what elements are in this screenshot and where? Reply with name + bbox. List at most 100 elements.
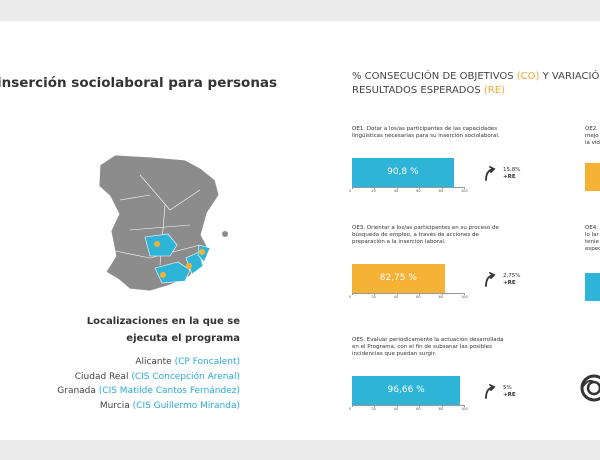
- center: (CIS Matilde Cantos Fernández): [98, 386, 240, 396]
- tick-mark: [396, 187, 398, 189]
- islands: [222, 231, 228, 237]
- tick-mark: [464, 293, 465, 295]
- bar-value-label: 90,8 %: [387, 167, 419, 177]
- axis-line: [352, 187, 464, 188]
- variation: 15,8%: [503, 167, 521, 173]
- location-row: Alicante (CP Foncalent): [135, 357, 240, 367]
- title-part: RESULTADOS ESPERADOS: [352, 85, 481, 96]
- city: Ciudad Real: [74, 371, 129, 382]
- left-title: inserción sociolaboral para personas: [0, 75, 278, 91]
- tick-mark: [464, 187, 465, 189]
- bar: [352, 264, 445, 293]
- tick-mark: [464, 405, 465, 407]
- tick-mark: [352, 405, 353, 407]
- variation-note: +RE: [503, 392, 516, 398]
- location-row: Murcia (CIS Guillermo Miranda): [100, 401, 240, 411]
- variation: 5%: [503, 385, 512, 391]
- panel: inserción sociolaboral para personas Loc…: [0, 21, 600, 440]
- city: Granada: [57, 386, 96, 396]
- tick-mark: [374, 405, 375, 407]
- title-part: % CONSECUCIÓN DE OBJETIVOS: [352, 71, 514, 82]
- title-part: Y VARIACIÓ: [542, 71, 600, 82]
- right-title: % CONSECUCIÓN DE OBJETIVOS (CO) Y VARIAC…: [352, 71, 599, 82]
- location-dot: [186, 263, 192, 269]
- tick-label: 40: [393, 189, 399, 193]
- tick-label: 80: [438, 295, 444, 299]
- arrow-icon: [485, 384, 496, 399]
- tick-label: 60: [416, 189, 421, 193]
- location-dot: [199, 249, 205, 255]
- axis-line: [352, 293, 464, 294]
- tick-label: 40: [393, 295, 399, 299]
- tick-label: 60: [416, 407, 421, 411]
- title-part: (CO): [516, 71, 540, 82]
- bar-value-label: 82,75 %: [379, 273, 417, 283]
- tick-mark: [441, 293, 443, 295]
- tick-mark: [396, 293, 398, 295]
- objective-label: búsqueda de empleo, a través de acciones…: [352, 232, 479, 238]
- city: Alicante: [135, 357, 172, 367]
- objective-label: OE2.: [585, 126, 599, 132]
- center: (CIS Concepción Arenal): [131, 371, 240, 382]
- tick-mark: [396, 405, 398, 407]
- objective-label: OE3. Orientar a los/as participantes en …: [352, 225, 499, 231]
- objective-label: incidencias que puedan surgir.: [352, 351, 437, 357]
- variation: 2,75%: [503, 273, 521, 279]
- region-borders: [109, 174, 201, 266]
- tick-label: 0: [349, 189, 352, 193]
- variation-note: +RE: [503, 174, 516, 180]
- objective-label: la vid: [585, 140, 600, 146]
- locations-heading: Localizaciones en la que se: [86, 316, 240, 327]
- tick-label: 20: [371, 407, 376, 411]
- bar: [352, 158, 454, 187]
- axis-line: [352, 405, 464, 406]
- tick-mark: [352, 293, 353, 295]
- right-title: RESULTADOS ESPERADOS (RE): [352, 85, 505, 96]
- tick-label: 100: [461, 189, 468, 193]
- variation-note: +RE: [503, 280, 516, 286]
- tick-mark: [352, 187, 353, 189]
- objective-label: OE4.: [585, 225, 599, 231]
- tick-mark: [419, 187, 420, 189]
- tick-label: 0: [349, 407, 352, 411]
- bar: [352, 376, 461, 405]
- tick-mark: [441, 187, 443, 189]
- logo: [580, 374, 600, 402]
- objective-label: espec: [585, 246, 600, 252]
- objective-label: OE1. Dotar a los/as participantes de las…: [352, 126, 498, 132]
- location-dot: [160, 272, 166, 278]
- tick-mark: [419, 293, 420, 295]
- tick-label: 100: [461, 407, 468, 411]
- tick-label: 20: [371, 189, 376, 193]
- objective-label: tenie: [585, 239, 599, 245]
- tick-label: 40: [393, 407, 399, 411]
- tick-mark: [374, 187, 375, 189]
- objective-label: OE5. Evaluar periódicamente la actuación…: [352, 337, 504, 343]
- tick-label: 80: [438, 189, 444, 193]
- arrow-icon: [485, 272, 496, 287]
- bar-partial: [585, 273, 600, 301]
- region-ciudad-real: [144, 233, 178, 257]
- title-part: (RE): [483, 85, 505, 96]
- location-row: Ciudad Real (CIS Concepción Arenal): [75, 372, 240, 382]
- tick-label: 80: [438, 407, 444, 411]
- objective-label: en el Programa, con el fin de subsanar l…: [352, 344, 492, 350]
- tick-mark: [441, 405, 443, 407]
- tick-mark: [374, 293, 375, 295]
- location-row: Granada (CIS Matilde Cantos Fernández): [57, 386, 240, 396]
- arrow-icon: [485, 166, 496, 181]
- tick-label: 100: [461, 295, 468, 299]
- objective-label: lo lar: [585, 232, 599, 238]
- objective-label: mejo: [585, 133, 599, 139]
- tick-mark: [419, 405, 420, 407]
- locations-heading: ejecuta el programa: [126, 333, 240, 344]
- objective-label: lingüísticas necesarias para su inserció…: [352, 133, 500, 139]
- objective-label: preparación a la inserción laboral.: [352, 239, 446, 245]
- tick-label: 60: [416, 295, 421, 299]
- tick-label: 20: [371, 295, 376, 299]
- center: (CIS Guillermo Miranda): [132, 400, 240, 411]
- bar-value-label: 96,66 %: [387, 385, 425, 395]
- bar-partial: [585, 163, 600, 191]
- location-dot: [154, 241, 160, 247]
